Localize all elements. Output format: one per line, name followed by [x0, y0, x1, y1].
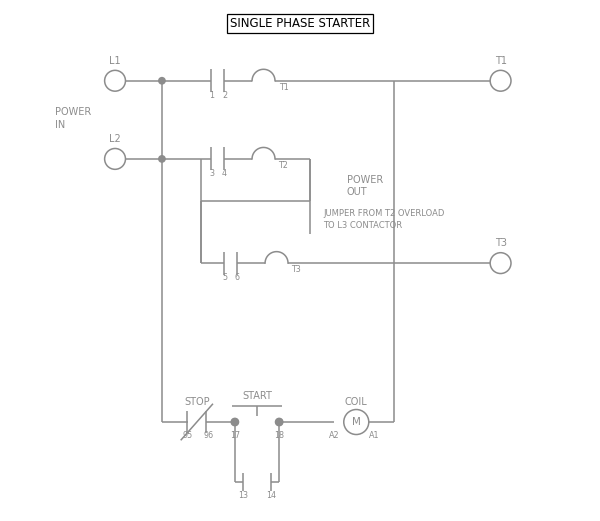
Text: OUT: OUT: [347, 187, 368, 197]
Text: 5: 5: [222, 273, 227, 282]
Text: T2: T2: [278, 160, 287, 170]
Text: 95: 95: [183, 431, 193, 440]
Text: STOP: STOP: [184, 397, 209, 407]
Text: SINGLE PHASE STARTER: SINGLE PHASE STARTER: [230, 17, 370, 30]
Text: 17: 17: [230, 431, 240, 440]
Text: 6: 6: [235, 273, 240, 282]
Text: JUMPER FROM T2 OVERLOAD: JUMPER FROM T2 OVERLOAD: [323, 209, 445, 218]
Text: 2: 2: [222, 91, 227, 100]
Text: START: START: [242, 391, 272, 401]
Text: 13: 13: [238, 491, 248, 500]
Text: T3: T3: [494, 238, 506, 249]
Text: M: M: [352, 417, 361, 427]
Text: POWER: POWER: [55, 107, 91, 117]
Text: 14: 14: [266, 491, 277, 500]
Text: T3: T3: [290, 265, 301, 274]
Text: TO L3 CONTACTOR: TO L3 CONTACTOR: [323, 220, 403, 230]
Text: IN: IN: [55, 120, 65, 130]
Text: 3: 3: [209, 169, 214, 178]
Circle shape: [159, 156, 165, 162]
Text: L1: L1: [109, 56, 121, 66]
Text: COIL: COIL: [345, 397, 368, 407]
Text: T1: T1: [494, 56, 506, 66]
Text: 96: 96: [204, 431, 214, 440]
Circle shape: [276, 419, 282, 425]
Text: T1: T1: [279, 82, 289, 92]
Text: L2: L2: [109, 134, 121, 144]
Circle shape: [232, 419, 238, 425]
Text: A1: A1: [369, 431, 379, 440]
Text: 4: 4: [222, 169, 227, 178]
Text: A2: A2: [329, 431, 339, 440]
Circle shape: [159, 78, 165, 84]
Text: POWER: POWER: [347, 175, 383, 185]
Text: 18: 18: [274, 431, 284, 440]
Text: 1: 1: [209, 91, 214, 100]
